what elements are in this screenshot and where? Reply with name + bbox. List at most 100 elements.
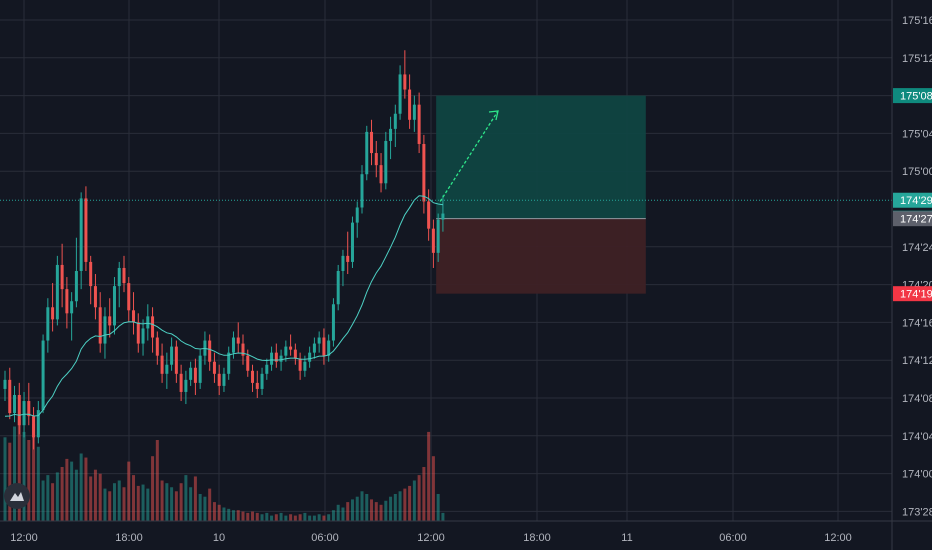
candle-body [70,301,74,314]
volume-bar [327,514,331,521]
candle-body [170,346,174,365]
volume-bar [303,512,307,521]
candle-body [365,131,369,175]
volume-bar [184,475,188,521]
volume-bar [441,512,445,521]
tradingview-logo-icon[interactable] [4,483,30,509]
current-price-label-bg [893,192,932,208]
target-price-label-bg [893,88,932,104]
candle-body [184,379,188,392]
volume-bar [165,483,169,521]
candle-body [46,307,50,341]
volume-bar [350,499,354,521]
volume-bar [8,442,12,521]
volume-bar [379,504,383,521]
candle-body [246,355,250,371]
indicator-overlay [0,110,892,417]
candle-body [27,401,31,417]
candle-body [79,198,83,271]
candle-body [198,355,202,383]
candle-body [408,89,412,120]
volume-bar [436,494,440,521]
volume-bar [284,515,288,521]
volume-bar [384,500,388,521]
y-tick-label: 174'12 [902,355,932,367]
candle-body [89,261,93,287]
volume-bar [241,511,245,521]
projection-arrow[interactable] [439,110,499,202]
volume-bar [374,502,378,521]
volume-bar [189,487,193,521]
candle-body [279,355,283,362]
candle-body [331,304,335,341]
candle-body [36,410,40,438]
volume-bar [174,491,178,521]
candle-body [151,316,155,338]
volume-bar [3,437,7,521]
volume-bar [146,488,150,521]
y-tick-label: 173'28 [902,506,932,518]
candle-body [284,346,288,356]
volume-bar [365,494,369,521]
volume-bar [84,457,88,521]
candle-body [374,153,378,166]
candle-body [241,343,245,356]
stop-zone[interactable] [436,218,646,294]
projection-arrowhead [488,110,499,121]
target-price-label: 175'08 [900,91,932,103]
volume-bar [127,461,131,521]
volume-bar [103,488,107,521]
volume-bar [360,491,364,521]
x-tick-label: 12:00 [824,532,852,544]
candle-body [132,310,136,323]
candle-body [127,283,131,311]
y-tick-label: 175'00 [902,166,932,178]
volume-bar [170,487,174,521]
candle-body [298,358,302,371]
volume-bar [412,480,416,521]
volume-bar [108,491,112,521]
volume-bar [17,419,21,521]
volume-bar [370,499,374,521]
volume-bar [251,511,255,521]
y-tick-label: 174'24 [902,242,932,254]
entry-price-label-bg [893,211,932,227]
candle-body [422,143,426,202]
volume-bar [246,512,250,521]
logo-glyph-icon [10,492,24,501]
candle-body [227,352,231,374]
volume-bar [65,458,69,521]
candle-body [289,346,293,350]
candle-body [427,201,431,229]
y-tick-label: 175'16 [902,15,932,27]
entry-price-label: 174'27 [900,214,932,226]
volume-bar [355,496,359,521]
candle-body [303,361,307,371]
volume-bar [322,515,326,521]
candle-body [327,340,331,356]
candle-body [136,322,140,344]
candle-body [60,264,64,290]
volume-bar [79,453,83,521]
candle-body [41,340,45,411]
candle-body [322,337,326,356]
target-zone[interactable] [436,95,646,219]
volume-bar [341,507,345,521]
volume-bar [70,461,74,521]
y-tick-label: 174'16 [902,317,932,329]
x-tick-label: 12:00 [10,532,38,544]
candle-body [346,255,350,262]
candle-body [93,286,97,308]
volume-bar [136,485,140,521]
candle-body [165,364,169,374]
candle-body [122,267,126,284]
volume-bar [98,473,102,521]
candle-body [55,264,59,320]
volume-bar [270,515,274,521]
volume-bar [236,510,240,521]
volume-bar [279,512,283,521]
volume-bar [408,485,412,521]
volume-bar [331,510,335,521]
